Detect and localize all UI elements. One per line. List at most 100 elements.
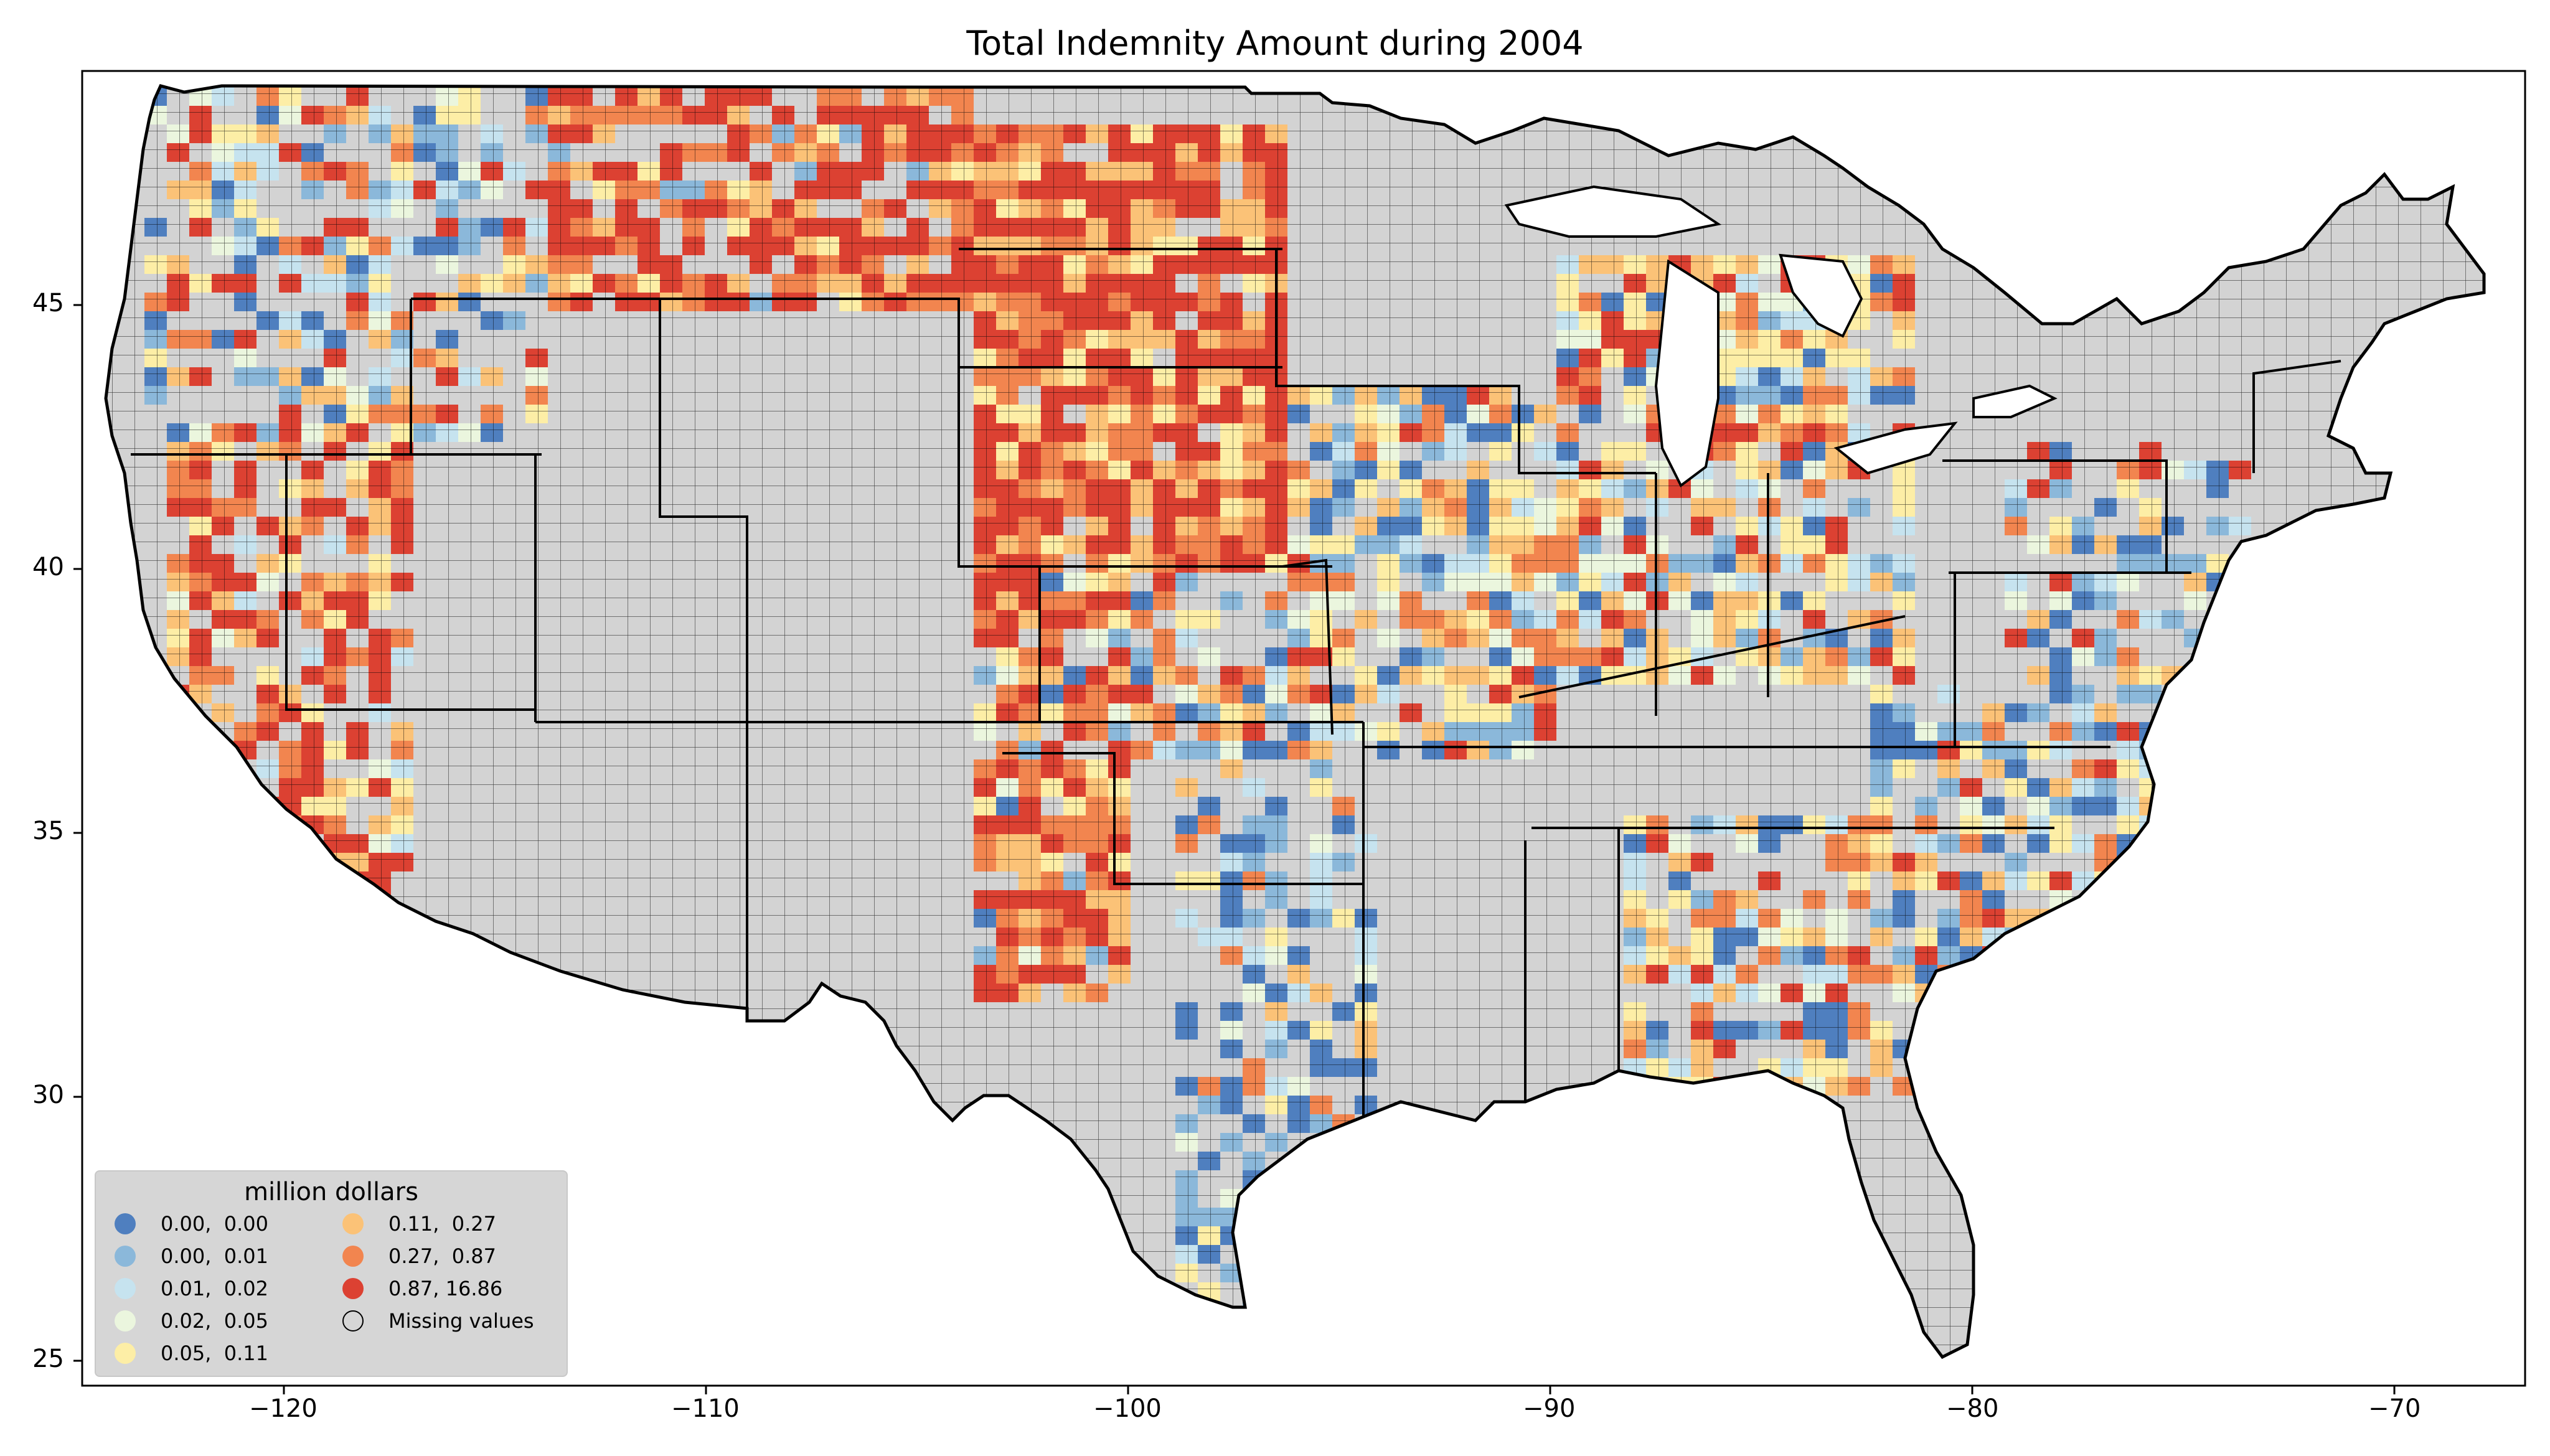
county-cell [279,928,301,946]
legend-item: 0.01, 0.02 [115,1275,268,1302]
axis-ticks [73,304,2396,1394]
county-cell [2206,610,2229,629]
county-cell [2072,909,2094,928]
county-cell [167,722,189,741]
county-cell [1355,1189,1377,1208]
county-cell [1915,1040,1937,1058]
legend-item: 0.00, 0.01 [115,1242,268,1270]
county-cell [1243,1226,1265,1245]
legend-item: 0.27, 0.87 [342,1242,496,1270]
county-cell [1758,1077,1781,1096]
county-cell [279,946,301,965]
county-cell [2117,909,2139,928]
county-cell [189,890,212,909]
county-cell [234,928,256,946]
county-cell [1332,1152,1355,1170]
county-cell [324,946,346,965]
y-tick-label: 30 [32,1081,64,1109]
x-tick-label: −70 [2368,1394,2421,1423]
legend-marker [342,1278,364,1299]
county-cell [234,834,256,853]
county-cell [391,909,413,928]
county-cell [212,815,234,834]
county-cell [324,909,346,928]
legend-label: 0.87, 16.86 [388,1277,503,1300]
county-cell [1332,1245,1355,1264]
county-cell [189,928,212,946]
legend-label: 0.00, 0.00 [161,1212,269,1236]
county-cell [167,853,189,871]
county-cell [1310,1264,1332,1282]
county-cell [1287,1152,1310,1170]
county-cell [1982,1040,2005,1058]
legend-marker [115,1310,136,1332]
county-cell [234,815,256,834]
county-cell [1355,1264,1377,1282]
county-cell [2184,666,2206,685]
county-cell [167,778,189,797]
county-cell [1332,1301,1355,1320]
county-cell [2117,871,2139,890]
county-cell [1624,1077,1646,1096]
county-cell [2094,890,2117,909]
county-cell [1332,1133,1355,1152]
county-cell [2027,928,2049,946]
county-cell [324,928,346,946]
county-cell [189,741,212,759]
county-cell [189,722,212,741]
county-cell [279,890,301,909]
legend-item: 0.05, 0.11 [115,1340,268,1367]
legend-title: million dollars [244,1178,418,1206]
axes-frame [81,70,2526,1387]
legend-marker [115,1213,136,1234]
county-cell [256,834,279,853]
county-cell [346,928,369,946]
legend-label: 0.02, 0.05 [161,1309,269,1333]
legend-item: Missing values [342,1307,534,1335]
county-cell [2094,928,2117,946]
county-cell [1310,1170,1332,1189]
county-cell [2229,685,2251,703]
county-cell [212,928,234,946]
legend-marker [115,1246,136,1267]
county-cell [1243,1245,1265,1264]
legend-marker [342,1246,364,1267]
legend-item: 0.11, 0.27 [342,1210,496,1238]
legend-marker-missing [342,1310,364,1332]
county-cell [1915,1021,1937,1040]
county-cell [2184,741,2206,759]
x-tick-label: −110 [671,1394,740,1423]
county-cell [212,946,234,965]
y-tick-label: 40 [32,553,64,581]
county-cell [189,946,212,965]
legend-label: 0.05, 0.11 [161,1341,269,1365]
county-cell [1960,1040,1982,1058]
county-cell [1982,1077,2005,1096]
county-cell [256,928,279,946]
county-cell [1960,984,1982,1002]
county-cell [391,946,413,965]
county-cell [189,759,212,778]
great-lakes [1504,185,2058,488]
county-cell [2206,647,2229,666]
y-tick-label: 45 [32,289,64,317]
legend-item: 0.87, 16.86 [342,1275,502,1302]
county-cell [2184,722,2206,741]
county-cell [212,797,234,815]
county-cell [2206,685,2229,703]
legend-item: 0.02, 0.05 [115,1307,268,1335]
county-cell [301,928,324,946]
legend-label: 0.00, 0.01 [161,1244,269,1268]
county-cell [167,871,189,890]
county-cell [2094,909,2117,928]
county-cell [212,741,234,759]
county-cell [256,909,279,928]
legend-label: 0.11, 0.27 [388,1212,497,1236]
county-cell [324,890,346,909]
county-cell [1310,1226,1332,1245]
county-cell [189,834,212,853]
x-tick-label: −100 [1093,1394,1162,1423]
county-cell [2162,722,2184,741]
county-cell [346,890,369,909]
y-tick-label: 25 [32,1345,64,1373]
